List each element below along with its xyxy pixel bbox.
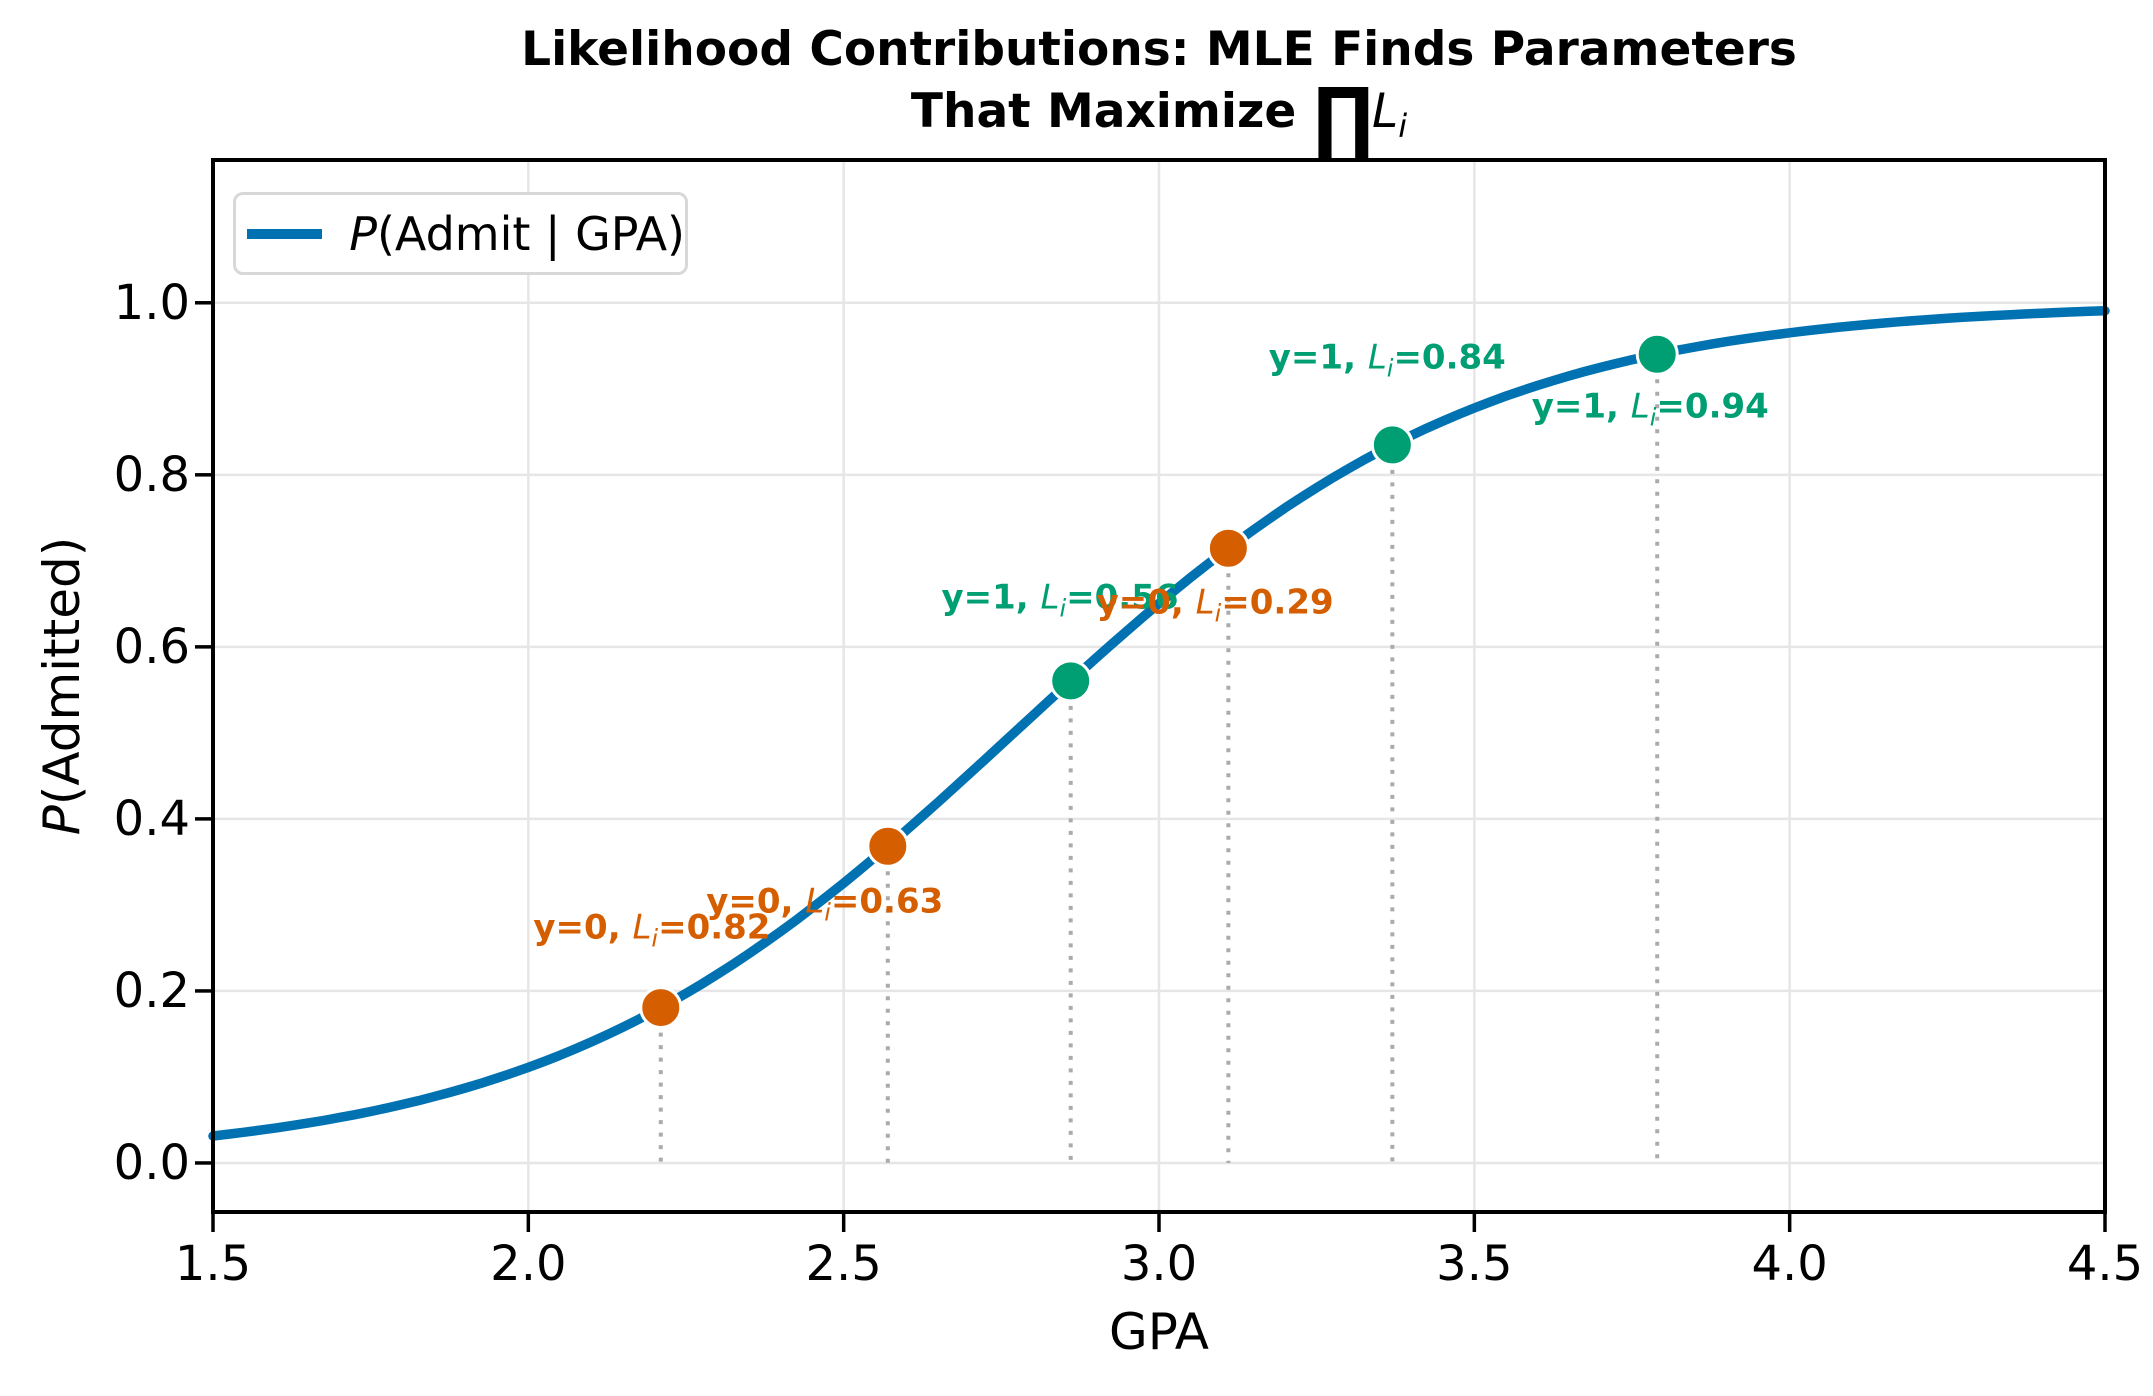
y-axis-label: P(Admitted) [33,537,91,836]
product-symbol: ∏ [1312,72,1374,162]
x-tick-label: 4.0 [1751,1236,1828,1292]
x-tick-label: 3.5 [1436,1236,1513,1292]
x-tick-label: 2.0 [490,1236,567,1292]
figure-title-line1: Likelihood Contributions: MLE Finds Para… [213,22,2105,78]
point-annotation: y=1, Li=0.94 [1531,386,1769,432]
x-tick-label: 3.0 [1120,1236,1198,1292]
probability-curve [208,306,2110,1141]
point-annotation: y=1, Li=0.84 [1268,337,1506,383]
point-annotation: y=0, Li=0.63 [706,882,944,927]
y-axis-label-var: P [33,805,91,836]
legend-label: P(Admit | GPA) [349,207,685,261]
y-tick-label: 0.2 [113,962,190,1019]
y-axis-label-rest: (Admitted) [33,536,91,806]
y-tick-label: 0.4 [113,790,190,847]
x-tick-label: 1.5 [174,1236,252,1292]
data-point [1049,659,1093,703]
data-point [866,824,910,868]
figure-title-line1-text: Likelihood Contributions: MLE Finds Para… [521,22,1797,77]
data-point [639,986,683,1030]
y-tick-label: 0.6 [113,618,190,675]
point-annotation: y=0, Li=0.82 [533,907,771,953]
data-point [1206,526,1250,570]
likelihood-math-term: Li [1372,84,1407,145]
figure-title-line2: That Maximize ∏Li [213,78,2105,158]
y-tick-label: 1.0 [113,274,190,331]
legend: P(Admit | GPA) [233,192,688,275]
likelihood-var: L [1372,84,1399,139]
plot-border [211,158,2107,1214]
y-tick-label: 0.8 [113,446,190,503]
point-annotation: y=0, Li=0.29 [1096,582,1334,628]
data-point [1635,332,1679,376]
legend-line-sample [247,228,323,239]
y-tick-label: 0.0 [113,1134,190,1191]
figure-title-line2-text: That Maximize [910,84,1313,139]
legend-label-rest: (Admit | GPA) [376,206,685,261]
x-axis-label: GPA [1109,1303,1209,1361]
data-point [1370,423,1414,467]
x-tick-label: 2.5 [805,1236,882,1292]
x-tick-label: 4.5 [2066,1236,2144,1292]
point-annotation: y=1, Li=0.56 [941,577,1179,623]
legend-label-var: P [349,206,377,261]
likelihood-sub: i [1398,107,1408,146]
